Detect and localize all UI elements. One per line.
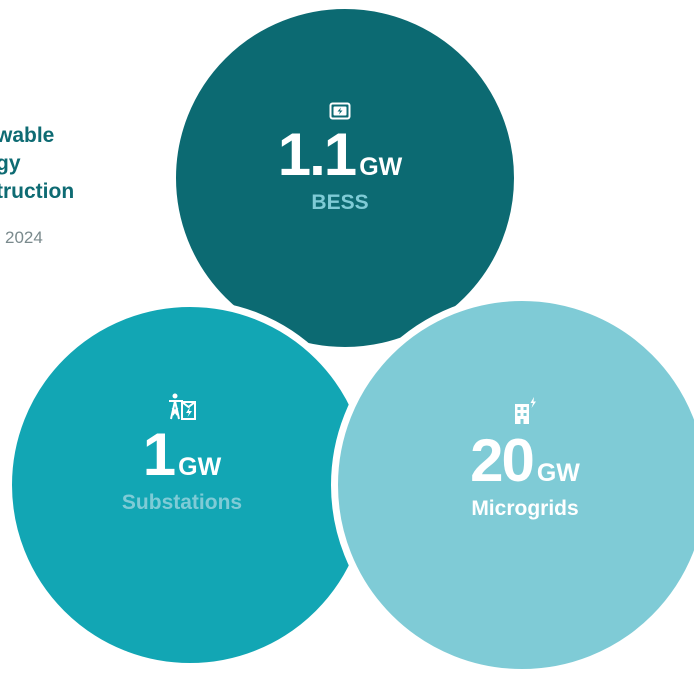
battery-bolt-icon: [329, 102, 351, 120]
bess-label: BESS: [311, 191, 369, 214]
bess-stat: 1.1 GW BESS: [250, 102, 430, 215]
substations-label: Substations: [121, 491, 243, 514]
bess-circle: [169, 2, 521, 354]
microgrids-unit: GW: [536, 459, 580, 487]
microgrids-stat: 20 GW Microgrids: [425, 396, 625, 521]
substations-circle: [5, 300, 375, 670]
headline: wable gy truction: [0, 122, 74, 206]
headline-line-1: wable: [0, 124, 55, 147]
subtitle-year: 2024: [5, 228, 43, 247]
building-bolt-icon: [515, 397, 536, 424]
microgrids-label: Microgrids: [471, 497, 579, 520]
substations-unit: GW: [178, 453, 222, 481]
microgrids-circle: [331, 294, 694, 676]
bess-value: 1.1: [277, 121, 357, 188]
bess-value-line: 1.1 GW: [250, 120, 430, 189]
microgrids-value: 20: [470, 427, 535, 494]
substations-value: 1: [142, 421, 176, 488]
bess-unit: GW: [359, 153, 403, 181]
headline-line-2: gy: [0, 152, 21, 175]
substations-stat: 1 GW Substations: [82, 392, 282, 515]
headline-line-3: truction: [0, 180, 75, 203]
substation-icon: [169, 393, 196, 420]
microgrids-value-line: 20 GW: [425, 426, 625, 495]
substations-value-line: 1 GW: [82, 420, 282, 489]
